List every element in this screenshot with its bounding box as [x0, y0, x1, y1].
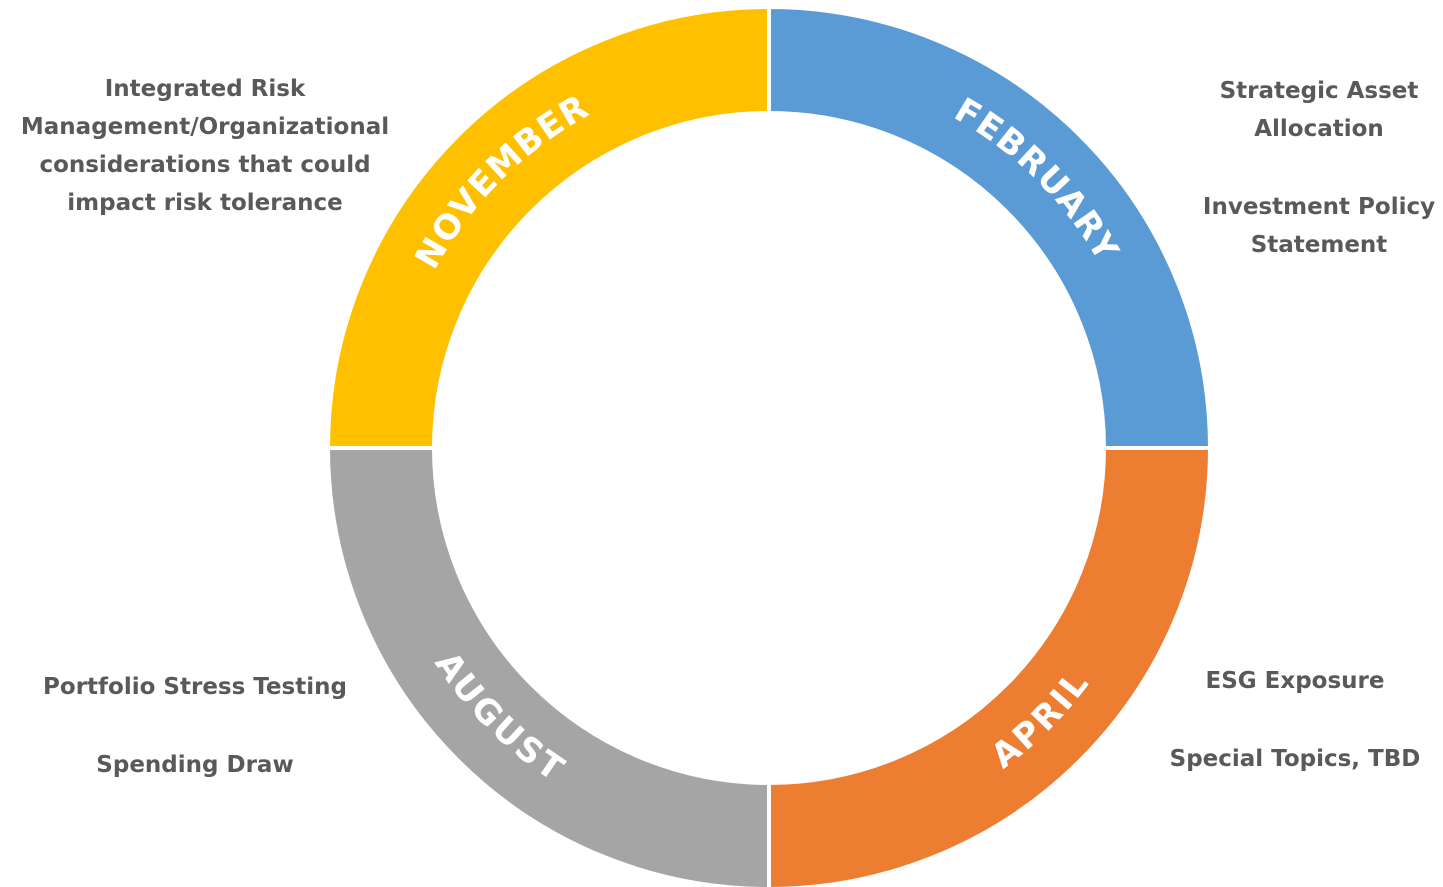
february-topic-2-line: Investment Policy [1202, 194, 1436, 220]
august-topic-2: Spending Draw [96, 752, 294, 778]
november-topic-line: impact risk tolerance [67, 190, 343, 216]
spacer [1160, 700, 1430, 740]
segment-april [767, 446, 1213, 887]
april-topic-1: ESG Exposure [1205, 668, 1385, 694]
august-topic-1: Portfolio Stress Testing [43, 674, 347, 700]
april-topic-2: Special Topics, TBD [1169, 746, 1421, 772]
february-topic-2-line: Statement [1250, 232, 1388, 258]
spacer [30, 706, 360, 746]
february-topic-1-line: Strategic Asset [1219, 78, 1419, 104]
segment-november [325, 4, 771, 450]
august-topics: Portfolio Stress Testing Spending Draw [30, 668, 360, 784]
november-topics: Integrated Risk Management/Organizationa… [20, 70, 390, 222]
november-topic-line: considerations that could [39, 152, 371, 178]
november-topic-line: Integrated Risk [104, 76, 306, 102]
spacer [1195, 148, 1443, 188]
november-topic-line: Management/Organizational [20, 114, 390, 140]
april-topics: ESG Exposure Special Topics, TBD [1160, 662, 1430, 778]
segment-august [325, 446, 771, 887]
february-topic-1-line: Allocation [1254, 116, 1384, 142]
segment-february [767, 4, 1213, 450]
february-topics: Strategic Asset Allocation Investment Po… [1195, 72, 1443, 264]
